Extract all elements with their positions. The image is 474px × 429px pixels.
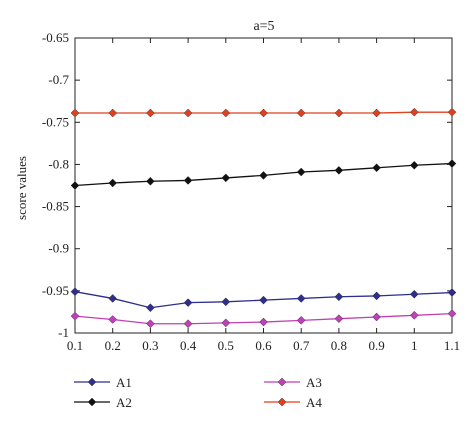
- x-tick-label: 0.1: [67, 338, 83, 353]
- data-point-A1: [259, 295, 268, 305]
- legend-entry-A4: A4: [264, 395, 322, 410]
- legend-marker: [277, 377, 287, 387]
- data-point-A4: [372, 108, 381, 118]
- data-point-A4: [259, 108, 268, 118]
- y-tick-label: -0.9: [48, 241, 69, 256]
- data-point-A3: [334, 314, 344, 324]
- y-tick-label: -0.65: [42, 30, 69, 45]
- x-tick-label: 0.9: [368, 338, 384, 353]
- plot-area: 0.1 0.2 0.3 0.4 0.5 0.6 0.7 0.8 0.9 1 1.1 -0.65 -0.7…: [42, 30, 460, 353]
- series-A4: [70, 107, 457, 118]
- chart-title: a=5: [253, 19, 274, 34]
- data-point-A2: [447, 159, 457, 168]
- legend: A1 A2 A3 A4: [74, 375, 322, 410]
- data-point-A3: [259, 317, 268, 327]
- x-tick-label: 0.6: [255, 338, 272, 353]
- legend-marker: [87, 397, 97, 407]
- x-tick-label: 0.3: [142, 338, 158, 353]
- data-point-A4: [108, 108, 118, 118]
- data-point-A1: [409, 289, 419, 299]
- data-point-A3: [409, 310, 419, 320]
- data-point-A2: [221, 173, 231, 183]
- y-tick-label: -0.7: [48, 72, 69, 87]
- x-tick-label: 0.5: [218, 338, 234, 353]
- y-tick-label: -1: [58, 325, 69, 340]
- x-tick-label: 1.1: [444, 338, 460, 353]
- x-tick-label: 0.2: [105, 338, 121, 353]
- legend-label: A1: [116, 375, 132, 390]
- y-tick-label: -0.95: [42, 283, 69, 298]
- data-point-A4: [447, 107, 457, 117]
- data-point-A4: [409, 107, 419, 117]
- legend-label: A3: [306, 375, 322, 390]
- data-point-A1: [70, 287, 80, 297]
- y-tick-label: -0.8: [48, 156, 69, 171]
- legend-entry-A3: A3: [264, 375, 322, 390]
- data-point-A1: [221, 297, 231, 307]
- data-point-A4: [296, 108, 306, 118]
- data-point-A2: [70, 181, 80, 190]
- data-point-A4: [70, 108, 80, 118]
- legend-label: A2: [116, 395, 132, 410]
- data-point-A3: [108, 315, 118, 324]
- data-point-A2: [334, 165, 344, 175]
- legend-entry-A1: A1: [74, 375, 132, 390]
- x-tick-label: 0.7: [293, 338, 310, 353]
- series-A2: [70, 159, 457, 190]
- data-point-A4: [334, 108, 344, 118]
- y-axis-label: score values: [14, 156, 29, 220]
- data-point-A1: [183, 298, 193, 308]
- data-point-A2: [296, 167, 306, 177]
- x-tick-label: 0.4: [180, 338, 197, 353]
- data-point-A1: [372, 291, 381, 301]
- plot-frame: [74, 37, 453, 334]
- data-point-A3: [70, 311, 80, 321]
- data-point-A4: [183, 108, 193, 118]
- x-tick-label: 1: [411, 338, 418, 353]
- data-point-A1: [334, 292, 344, 302]
- series-A1: [70, 287, 457, 313]
- data-point-A1: [146, 303, 155, 313]
- data-point-A2: [108, 178, 118, 188]
- data-point-A3: [146, 319, 155, 329]
- legend-label: A4: [306, 395, 322, 410]
- data-point-A3: [447, 309, 457, 318]
- data-point-A1: [296, 294, 306, 303]
- data-point-A1: [447, 288, 457, 297]
- data-point-A3: [296, 316, 306, 325]
- data-point-A3: [221, 318, 231, 328]
- data-point-A4: [221, 108, 231, 118]
- legend-marker: [277, 397, 287, 407]
- data-point-A3: [372, 312, 381, 322]
- data-point-A3: [183, 319, 193, 329]
- data-point-A2: [259, 171, 268, 180]
- y-tick-label: -0.75: [42, 114, 69, 129]
- data-point-A2: [409, 160, 419, 170]
- x-tick-label: 0.8: [331, 338, 347, 353]
- legend-marker: [87, 377, 97, 387]
- data-point-A2: [146, 176, 155, 186]
- data-point-A4: [146, 108, 155, 118]
- legend-entry-A2: A2: [74, 395, 132, 410]
- data-point-A2: [183, 176, 193, 185]
- y-tick-label: -0.85: [42, 199, 69, 214]
- series-A3: [70, 309, 457, 329]
- data-point-A1: [108, 294, 118, 303]
- data-point-A2: [372, 163, 381, 173]
